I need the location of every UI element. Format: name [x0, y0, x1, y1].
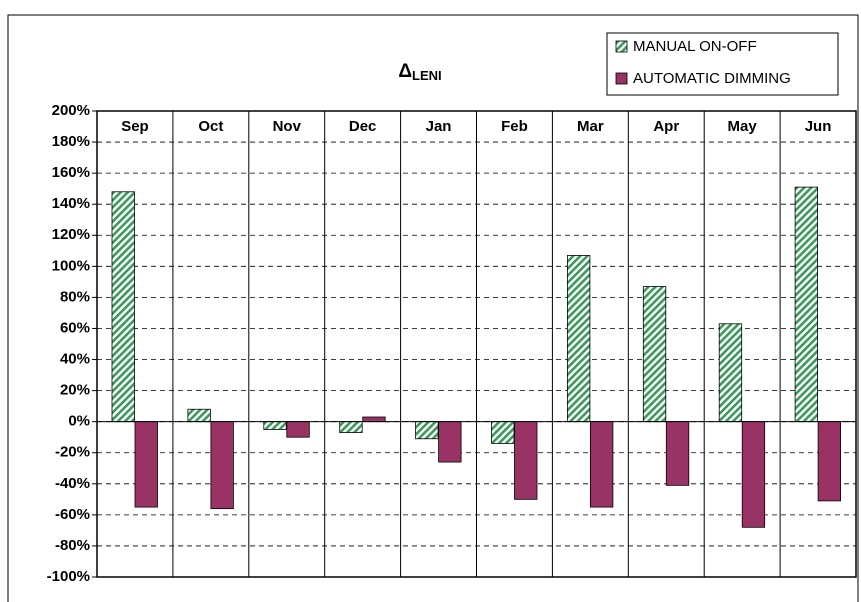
chart-title: ΔLENI: [398, 61, 441, 83]
x-tick-label: Nov: [273, 118, 302, 135]
x-tick-label: Sep: [121, 118, 149, 135]
y-tick-label: -100%: [47, 568, 90, 585]
bar: [210, 421, 234, 510]
bar: [438, 421, 462, 463]
bar: [362, 416, 386, 423]
bar: [718, 323, 743, 423]
y-tick-label: 140%: [52, 195, 90, 212]
bar: [817, 421, 841, 502]
y-tick-label: -20%: [55, 444, 90, 461]
bar: [741, 421, 766, 528]
bar: [263, 421, 287, 430]
x-tick-label: May: [728, 118, 758, 135]
bar: [567, 255, 591, 423]
legend-label: AUTOMATIC DIMMING: [633, 70, 791, 87]
bar: [111, 191, 135, 423]
bar: [665, 421, 690, 486]
bar: [286, 421, 310, 438]
y-tick-label: 100%: [52, 257, 90, 274]
x-tick-label: Jan: [426, 118, 452, 135]
legend-swatch: [615, 40, 628, 53]
y-tick-label: 180%: [52, 133, 90, 150]
x-tick-label: Oct: [198, 118, 223, 135]
bar: [187, 408, 211, 423]
title-subscript: LENI: [412, 68, 442, 83]
y-tick-label: 40%: [60, 351, 90, 368]
y-tick-label: 80%: [60, 288, 90, 305]
y-tick-label: 20%: [60, 382, 90, 399]
legend-box: [606, 32, 839, 96]
y-tick-label: 200%: [52, 102, 90, 119]
x-tick-label: Feb: [501, 118, 528, 135]
legend-swatch: [615, 72, 628, 85]
x-tick-label: Dec: [349, 118, 377, 135]
bar: [491, 421, 515, 444]
y-tick-label: 60%: [60, 319, 90, 336]
legend-label: MANUAL ON-OFF: [633, 38, 757, 55]
bar: [794, 186, 818, 423]
plot-border: [96, 110, 857, 578]
bar: [514, 421, 538, 500]
y-tick-label: 120%: [52, 226, 90, 243]
y-tick-label: -60%: [55, 506, 90, 523]
y-tick-label: -80%: [55, 537, 90, 554]
chart-frame: [7, 14, 859, 602]
y-tick-label: 160%: [52, 164, 90, 181]
bar: [339, 421, 363, 433]
bar: [134, 421, 158, 508]
title-main: Δ: [398, 61, 412, 82]
bar: [590, 421, 614, 508]
x-tick-label: Apr: [653, 118, 679, 135]
bar: [642, 286, 667, 423]
x-tick-label: Mar: [577, 118, 604, 135]
bar: [415, 421, 439, 440]
x-tick-label: Jun: [805, 118, 832, 135]
y-tick-label: 0%: [68, 413, 90, 430]
y-tick-label: -40%: [55, 475, 90, 492]
